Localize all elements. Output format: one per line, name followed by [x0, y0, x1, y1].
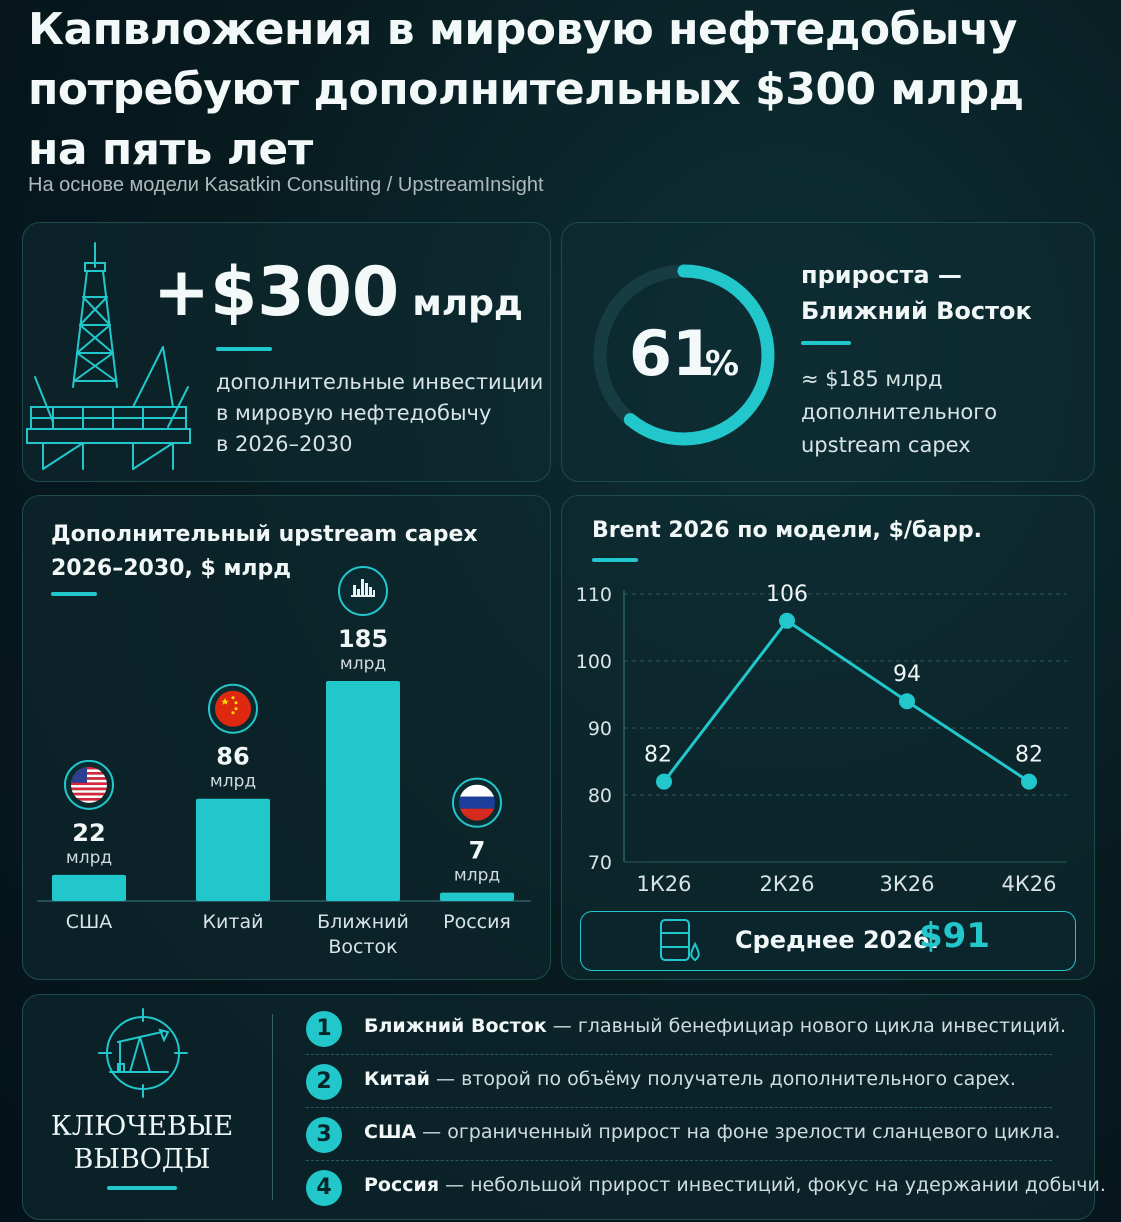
x-tick-label: 4К26: [1002, 872, 1057, 896]
bar-chart-title-divider: [51, 592, 97, 596]
bar-chart: 22млрдСША86млрдКитай185млрдБлижнийВосток…: [37, 566, 531, 958]
kpi-total-unit: млрд: [412, 283, 523, 324]
average-value: $91: [919, 916, 990, 956]
bar-value-label: 185: [338, 625, 388, 653]
bar-1: [52, 874, 126, 901]
bar-4: [440, 892, 514, 901]
share-percent-sign: %: [705, 344, 739, 384]
key-findings-title: КЛЮЧЕВЫЕ ВЫВОДЫ: [50, 1111, 234, 1175]
key-findings-title-divider: [107, 1186, 177, 1190]
line-chart-title: Brent 2026 по модели, $/барр.: [592, 518, 982, 543]
point-value-label: 106: [766, 582, 808, 607]
y-tick-label: 70: [588, 852, 612, 874]
finding-number: 3: [306, 1117, 342, 1153]
finding-number: 2: [306, 1064, 342, 1100]
finding-text: Ближний Восток — главный бенефициар ново…: [364, 1015, 1067, 1037]
brent-point: [1021, 773, 1037, 790]
kpi-share-heading: прироста — Ближний Восток: [801, 261, 1032, 325]
pumpjack-target-icon: [98, 1008, 188, 1098]
x-tick-label: 3К26: [880, 872, 935, 896]
key-findings-vertical-divider: [272, 1014, 273, 1200]
finding-separator: [306, 1054, 1052, 1055]
page-title: Капвложения в мировую нефтедобычу потреб…: [28, 4, 1024, 175]
finding-text: Россия — небольшой прирост инвестиций, ф…: [364, 1174, 1106, 1196]
kpi-total-card: +$300 млрд дополнительные инвестиции в м…: [22, 222, 551, 482]
y-tick-label: 110: [576, 584, 612, 606]
bar-category-label: Восток: [328, 936, 397, 958]
y-tick-label: 80: [588, 785, 612, 807]
kpi-total-amount: +$300: [153, 253, 400, 332]
bar-category-label: США: [66, 911, 113, 933]
average-box: Среднее 2026: $91: [580, 911, 1076, 971]
bar-chart-card: Дополнительный upstream capex 2026–2030,…: [22, 495, 551, 980]
x-tick-label: 2К26: [760, 872, 815, 896]
bar-value-label: 86: [216, 743, 249, 771]
share-ring-progress: [593, 264, 775, 446]
brent-series-line: [662, 618, 1030, 783]
y-tick-label: 100: [576, 651, 612, 673]
china-flag-icon: [208, 683, 258, 734]
line-chart-title-divider: [592, 558, 638, 562]
bar-3: [326, 681, 400, 901]
point-value-label: 82: [644, 743, 672, 768]
russia-flag-icon: [452, 777, 502, 828]
oil-barrel-icon: [660, 919, 700, 962]
brent-point: [779, 612, 795, 629]
kpi-total-description: дополнительные инвестиции в мировую нефт…: [216, 370, 544, 456]
x-tick-label: 1К26: [637, 872, 692, 896]
bar-category-label: Россия: [443, 911, 511, 933]
kpi-share-divider: [801, 341, 851, 345]
finding-item-4: 4 Россия — небольшой прирост инвестиций,…: [306, 1167, 1106, 1211]
bar-unit-label: млрд: [340, 654, 386, 674]
bar-2: [196, 798, 270, 901]
finding-item-2: 2 Китай — второй по объёму получатель до…: [306, 1061, 1052, 1105]
average-label: Среднее 2026:: [735, 926, 940, 954]
bar-category-label: Ближний: [317, 911, 409, 933]
brent-point: [656, 773, 672, 790]
oil-rig-icon: [26, 242, 191, 470]
bar-unit-label: млрд: [66, 848, 112, 868]
usa-flag-icon: [64, 759, 114, 810]
finding-number: 4: [306, 1170, 342, 1206]
brent-point: [899, 693, 915, 710]
y-tick-label: 90: [588, 718, 612, 740]
finding-item-3: 3 США — ограниченный прирост на фоне зре…: [306, 1114, 1060, 1158]
line-chart-card: Brent 2026 по модели, $/барр. 70 80 90 100 1…: [561, 495, 1095, 980]
kpi-share-detail: ≈ $185 млрд дополнительного upstream cap…: [801, 367, 998, 457]
kpi-share-card: 61 % прироста — Ближний Восток ≈ $185 мл…: [561, 222, 1095, 482]
middle-east-skyline-icon: [338, 566, 388, 616]
page-subtitle: На основе модели Kasatkin Consulting / U…: [28, 174, 544, 196]
kpi-total-value: +$300 млрд: [153, 253, 523, 332]
bar-value-label: 7: [469, 837, 486, 865]
bar-category-label: Китай: [203, 911, 264, 933]
bar-chart-title: Дополнительный upstream capex 2026–2030,…: [51, 522, 478, 581]
share-percent-number: 61: [629, 317, 715, 390]
finding-separator: [306, 1160, 1052, 1161]
point-value-label: 82: [1015, 743, 1043, 768]
share-ring: 61 %: [593, 264, 775, 446]
finding-text: США — ограниченный прирост на фоне зрело…: [364, 1121, 1061, 1143]
bar-unit-label: млрд: [210, 772, 256, 792]
line-chart: 70 80 90 100 110 82 1К26 106 2К26 94 3К26 82 4К26: [576, 582, 1067, 896]
finding-text: Китай — второй по объёму получатель допо…: [364, 1068, 1016, 1090]
bar-unit-label: млрд: [454, 866, 500, 886]
kpi-total-divider: [216, 347, 272, 351]
finding-number: 1: [306, 1011, 342, 1047]
finding-separator: [306, 1107, 1052, 1108]
finding-item-1: 1 Ближний Восток — главный бенефициар но…: [306, 1008, 1066, 1052]
point-value-label: 94: [893, 662, 921, 687]
bar-value-label: 22: [72, 819, 105, 847]
